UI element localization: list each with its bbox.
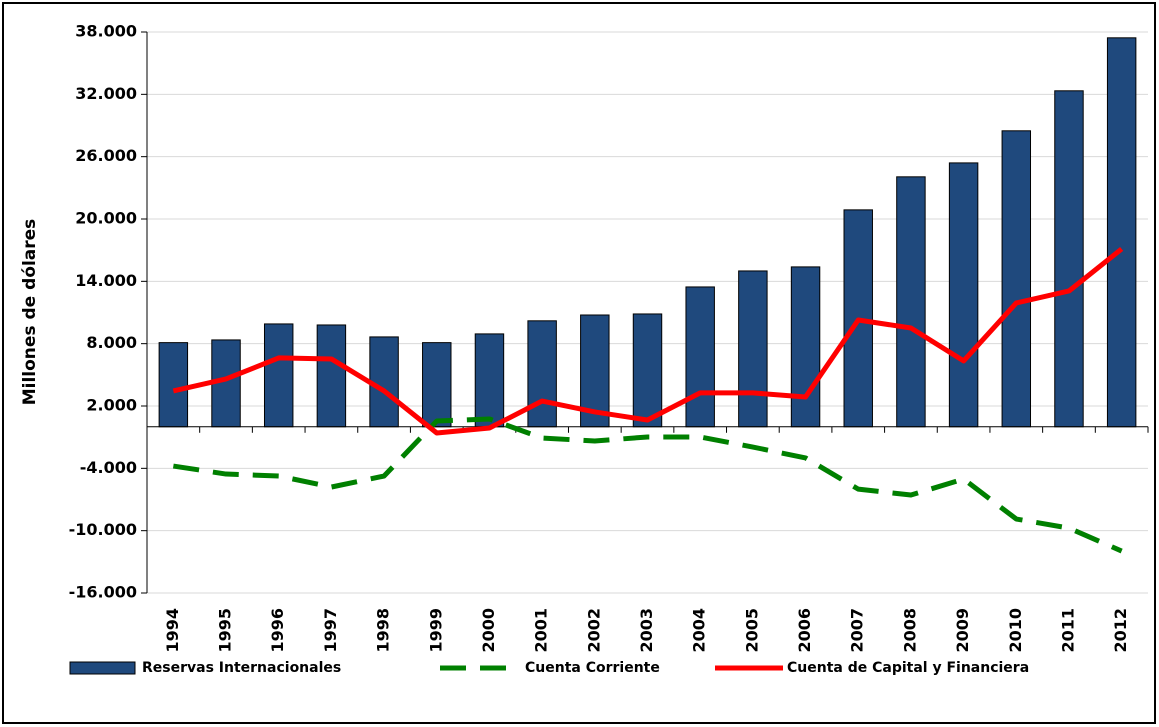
bar (1054, 90, 1084, 428)
line (172, 416, 1123, 554)
legend-label: Cuenta de Capital y Financiera (787, 660, 1029, 676)
x-tick-label: 1997 (321, 608, 340, 653)
x-tick-label: 2003 (637, 608, 656, 653)
bar (316, 324, 347, 428)
bar (263, 323, 294, 428)
x-tick-label: 2001 (532, 608, 551, 653)
bar (158, 342, 189, 428)
x-tick-label: 2010 (1006, 608, 1025, 653)
y-tick-label: 20.000 (75, 209, 137, 228)
x-tick-label: 2005 (742, 608, 761, 653)
bar (948, 162, 979, 428)
line (172, 246, 1124, 436)
bar (527, 320, 557, 428)
legend-label: Cuenta Corriente (525, 660, 660, 676)
y-tick-label: -10.000 (69, 520, 137, 539)
x-tick-label: 2007 (848, 608, 867, 653)
x-tick-label: 2002 (584, 608, 603, 653)
bar (790, 266, 821, 428)
y-tick-label: 2.000 (86, 396, 137, 415)
legend-swatch (69, 661, 136, 675)
bar (1001, 130, 1032, 428)
bar (685, 286, 715, 428)
y-tick-label: 26.000 (75, 146, 137, 165)
x-tick-label: 1996 (268, 608, 287, 653)
x-tick-label: 2011 (1058, 608, 1077, 653)
x-tick-label: 1994 (163, 608, 182, 653)
x-tick-label: 2004 (690, 608, 709, 653)
bar (738, 270, 768, 428)
bar (1106, 37, 1137, 428)
x-tick-label: 2006 (795, 608, 814, 653)
legend-label: Reservas Internacionales (142, 660, 341, 676)
x-tick-label: 2000 (479, 608, 498, 653)
bar (896, 176, 926, 428)
x-tick-label: 2008 (900, 608, 919, 653)
y-tick-label: -4.000 (80, 458, 137, 477)
y-axis-label: Millones de dólares (20, 219, 40, 406)
y-tick-label: 14.000 (75, 271, 137, 290)
bar (369, 336, 399, 428)
x-tick-label: 2009 (953, 608, 972, 653)
bar (422, 342, 452, 428)
y-tick-label: 8.000 (86, 333, 137, 352)
x-tick-label: 1999 (426, 608, 445, 653)
y-tick-label: 38.000 (75, 22, 137, 41)
x-tick-label: 1998 (374, 608, 393, 653)
y-tick-label: -16.000 (69, 583, 137, 602)
bar (474, 333, 505, 428)
bar (632, 313, 663, 428)
x-tick-label: 2012 (1111, 608, 1130, 653)
x-tick-label: 1995 (216, 608, 235, 653)
y-tick-label: 32.000 (75, 84, 137, 103)
